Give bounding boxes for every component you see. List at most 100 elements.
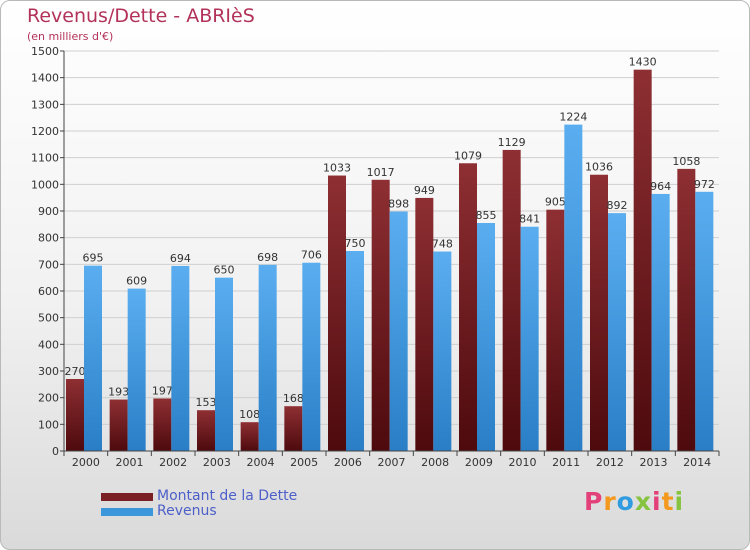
y-tick-label: 1400 xyxy=(31,72,59,85)
bar-debt xyxy=(502,149,521,451)
x-tick-label: 2014 xyxy=(683,456,711,469)
data-label: 750 xyxy=(345,237,366,250)
bar-debt xyxy=(546,209,565,451)
bar-debt xyxy=(197,410,215,451)
data-label: 694 xyxy=(170,252,191,265)
x-tick-label: 2012 xyxy=(596,456,624,469)
bar-revenue xyxy=(258,264,277,451)
legend-swatch-revenue xyxy=(101,508,153,516)
data-label: 270 xyxy=(65,365,86,378)
data-label: 855 xyxy=(476,209,497,222)
y-tick-label: 600 xyxy=(38,285,59,298)
data-label: 153 xyxy=(196,396,217,409)
bar-revenue xyxy=(302,262,321,451)
bar-debt xyxy=(284,406,303,451)
x-tick-label: 2001 xyxy=(116,456,144,469)
x-tick-label: 2008 xyxy=(421,456,449,469)
bar-revenue xyxy=(433,251,452,451)
data-label: 1033 xyxy=(323,162,351,175)
bar-revenue xyxy=(215,277,233,451)
bar-debt xyxy=(371,179,390,452)
bar-debt xyxy=(459,163,477,451)
x-tick-label: 2006 xyxy=(334,456,362,469)
bar-debt xyxy=(415,197,434,451)
bar-revenue xyxy=(695,191,714,452)
data-label: 706 xyxy=(301,249,322,262)
data-label: 609 xyxy=(126,275,147,288)
proxiti-logo: Proxiti xyxy=(584,487,684,516)
data-label: 1129 xyxy=(498,136,526,149)
bar-revenue xyxy=(389,211,408,451)
data-label: 1430 xyxy=(629,56,657,69)
bar-debt xyxy=(633,69,652,452)
y-tick-label: 300 xyxy=(38,365,59,378)
x-tick-label: 2002 xyxy=(159,456,187,469)
bar-revenue xyxy=(84,265,102,451)
bar-debt xyxy=(66,379,84,451)
x-tick-label: 2010 xyxy=(509,456,537,469)
bar-debt xyxy=(590,174,608,451)
bar-debt xyxy=(677,168,696,451)
data-label: 748 xyxy=(432,238,453,251)
y-tick-label: 400 xyxy=(38,338,59,351)
bar-revenue xyxy=(608,213,626,451)
data-label: 905 xyxy=(545,196,566,209)
y-tick-label: 1000 xyxy=(31,178,59,191)
bar-revenue xyxy=(651,193,670,451)
x-tick-label: 2011 xyxy=(552,456,580,469)
data-label: 949 xyxy=(414,184,435,197)
x-tick-label: 2000 xyxy=(72,456,100,469)
chart-subtitle: (en milliers d'€) xyxy=(27,30,114,43)
data-label: 964 xyxy=(650,180,671,193)
data-label: 698 xyxy=(257,251,278,264)
data-label: 193 xyxy=(108,386,129,399)
data-label: 197 xyxy=(152,384,173,397)
legend-label-revenue: Revenus xyxy=(157,503,217,519)
legend-label-debt: Montant de la Dette xyxy=(157,488,298,504)
x-tick-label: 2004 xyxy=(247,456,275,469)
bar-revenue xyxy=(477,223,495,451)
data-label: 898 xyxy=(388,198,409,211)
data-label: 892 xyxy=(607,199,628,212)
data-label: 841 xyxy=(519,213,540,226)
y-tick-label: 900 xyxy=(38,205,59,218)
bar-debt xyxy=(153,398,172,451)
y-tick-label: 100 xyxy=(38,418,59,431)
data-label: 1058 xyxy=(672,155,700,168)
logo-letter: o xyxy=(616,487,635,516)
x-tick-label: 2003 xyxy=(203,456,231,469)
logo-letter: r xyxy=(603,487,617,516)
x-tick-label: 2005 xyxy=(290,456,318,469)
bar-debt xyxy=(328,175,346,452)
data-label: 972 xyxy=(694,178,715,191)
logo-letter: i xyxy=(652,487,662,516)
data-label: 1017 xyxy=(367,166,395,179)
bar-debt xyxy=(109,399,128,451)
logo-letter: P xyxy=(584,487,604,516)
x-tick-label: 2013 xyxy=(640,456,668,469)
y-tick-label: 1500 xyxy=(31,45,59,58)
y-tick-label: 500 xyxy=(38,312,59,325)
data-label: 1224 xyxy=(559,111,587,124)
y-tick-label: 0 xyxy=(52,445,59,458)
y-tick-label: 200 xyxy=(38,392,59,405)
bar-revenue xyxy=(564,124,583,451)
data-label: 1079 xyxy=(454,149,482,162)
y-tick-label: 1200 xyxy=(31,125,59,138)
chart-title: Revenus/Dette - ABRIèS xyxy=(27,5,255,27)
data-label: 1036 xyxy=(585,161,613,174)
data-label: 695 xyxy=(83,252,104,265)
logo-letter: i xyxy=(674,487,685,516)
y-tick-label: 700 xyxy=(38,258,59,271)
legend-swatch-debt xyxy=(101,493,153,501)
logo-letter: t xyxy=(661,487,675,516)
data-label: 108 xyxy=(239,408,260,421)
y-tick-label: 1300 xyxy=(31,98,59,111)
data-label: 168 xyxy=(283,392,304,405)
data-label: 650 xyxy=(214,264,235,277)
logo-letter: x xyxy=(634,487,652,516)
bar-debt xyxy=(240,422,259,451)
y-tick-label: 800 xyxy=(38,232,59,245)
